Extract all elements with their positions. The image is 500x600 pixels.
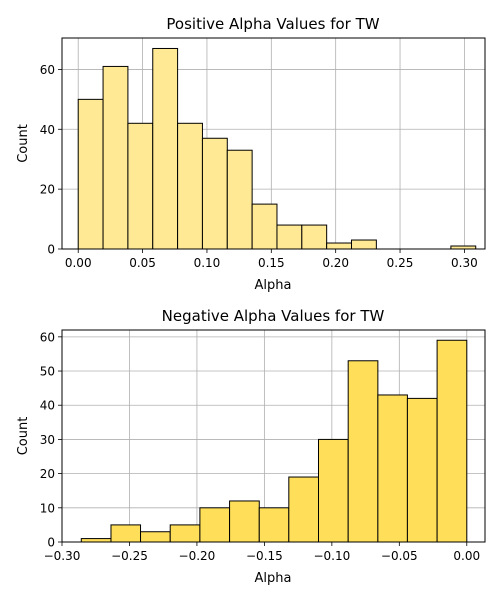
histogram-bar: [251, 203, 278, 250]
histogram-bar: [77, 98, 104, 250]
y-tick-label: 0: [47, 536, 55, 550]
histogram-bar: [152, 47, 179, 250]
histogram-bar: [406, 397, 438, 543]
histogram-bar: [347, 360, 379, 543]
x-tick-label: 0.00: [453, 549, 480, 563]
histogram-bar: [288, 476, 319, 543]
chart-title: Negative Alpha Values for TW: [162, 307, 385, 325]
x-axis-label: Alpha: [255, 571, 292, 586]
y-tick-label: 40: [40, 399, 55, 413]
histogram-bar: [436, 339, 468, 543]
histogram-bar: [377, 394, 408, 543]
histogram-bar: [351, 239, 377, 250]
histogram-bar: [169, 524, 201, 543]
y-tick-label: 30: [40, 433, 55, 447]
x-ticks: 0.00 0.05 0.10 0.15 0.20 0.25 0.30: [65, 249, 478, 270]
x-tick-label: 0.05: [129, 256, 156, 270]
chart-title: Positive Alpha Values for TW: [166, 15, 379, 33]
x-tick-label: −0.30: [44, 549, 81, 563]
x-tick-label: 0.15: [258, 256, 285, 270]
y-tick-label: 20: [40, 467, 55, 481]
y-ticks: 0 10 20 30 40 50 60: [40, 330, 62, 550]
y-axis-label: Count: [16, 417, 31, 456]
y-tick-label: 20: [40, 183, 55, 197]
histogram-bar: [326, 242, 353, 250]
x-axis-label: Alpha: [255, 278, 292, 293]
histogram-bar: [301, 224, 328, 250]
histogram-bar: [201, 137, 228, 250]
y-tick-label: 40: [40, 123, 55, 137]
x-tick-label: −0.05: [381, 549, 418, 563]
x-tick-label: −0.20: [179, 549, 216, 563]
y-tick-label: 60: [40, 330, 55, 344]
histogram-bar: [177, 122, 203, 250]
x-tick-label: 0.00: [65, 256, 92, 270]
histogram-bar: [80, 538, 112, 543]
x-tick-label: −0.25: [111, 549, 148, 563]
x-tick-label: −0.10: [313, 549, 350, 563]
histogram-bar: [140, 531, 171, 543]
y-axis-label: Count: [16, 124, 31, 163]
histogram-bar: [258, 507, 290, 543]
histogram-bar: [276, 224, 303, 250]
y-ticks: 0 20 40 60: [40, 63, 62, 257]
y-tick-label: 60: [40, 63, 55, 77]
y-tick-label: 10: [40, 501, 55, 515]
histogram-bar: [110, 524, 142, 543]
x-tick-label: −0.15: [246, 549, 283, 563]
x-tick-label: 0.30: [451, 256, 478, 270]
grid: [62, 38, 485, 250]
bars: [77, 47, 477, 250]
chart-negative: Negative Alpha Values for TW −0.30 −0.25−…: [16, 307, 486, 586]
plot-frame: [61, 329, 486, 543]
plot-frame: [61, 37, 486, 250]
x-tick-label: 0.20: [322, 256, 349, 270]
histogram-bar: [102, 65, 129, 250]
histogram-bar: [226, 149, 253, 250]
chart-positive: Positive Alpha Values for TW 0.00 0.05 0.1…: [16, 15, 486, 293]
x-tick-label: 0.10: [194, 256, 221, 270]
histogram-bar: [127, 122, 154, 250]
bars: [80, 339, 468, 543]
histogram-bar: [317, 438, 349, 543]
x-tick-label: 0.25: [387, 256, 414, 270]
x-ticks: −0.30 −0.25 −0.20 −0.15 −0.10 −0.05 0.00: [44, 542, 480, 563]
y-tick-label: 50: [40, 365, 55, 379]
histogram-bar: [199, 507, 231, 543]
histogram-bar: [229, 500, 260, 543]
y-tick-label: 0: [47, 243, 55, 257]
